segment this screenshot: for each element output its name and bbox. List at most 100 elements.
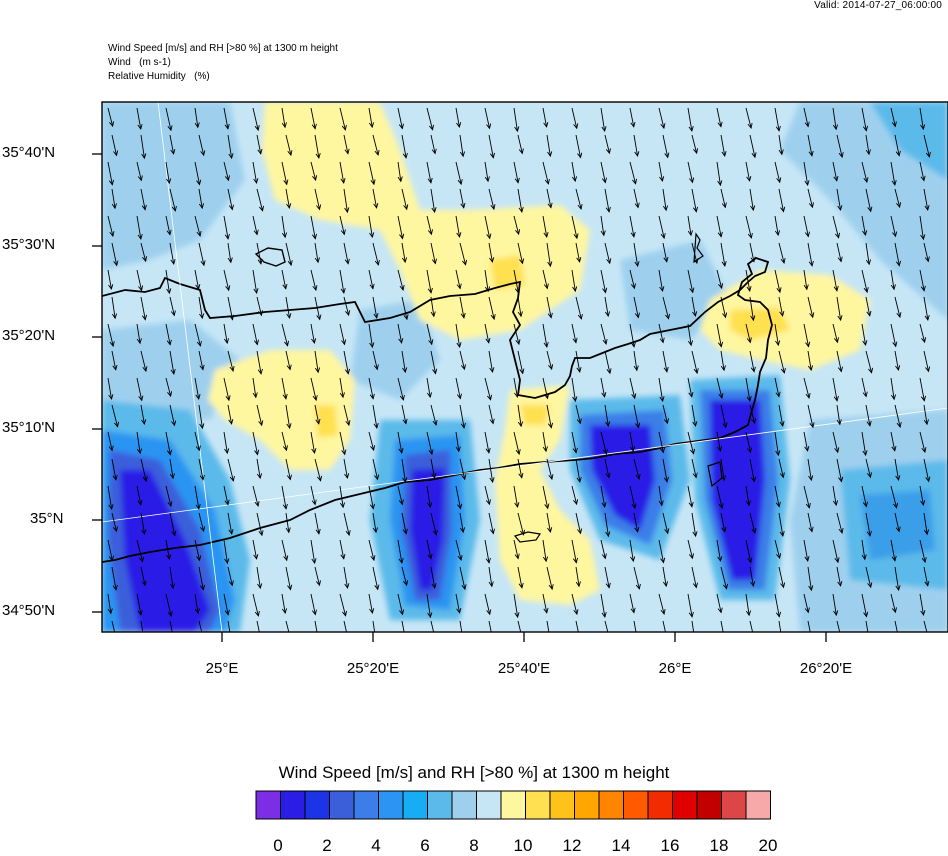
wind-arrow-head [662,205,669,212]
wind-arrow [774,323,779,346]
wind-arrow [687,593,693,617]
wind-arrow [285,296,290,319]
wind-arrow [368,431,375,451]
wind-arrow [484,485,490,505]
wind-arrow [339,431,346,455]
wind-arrow-head [659,176,665,183]
wind-arrow [575,620,579,632]
wind-arrow [513,593,519,618]
wind-arrow [658,539,664,563]
wind-arrow [778,512,784,537]
wind-arrow [401,512,407,534]
wind-arrow [401,242,406,263]
wind-arrow [426,215,432,235]
wind-arrow [890,107,896,127]
wind-arrow [687,431,695,454]
wind-arrow [890,593,896,613]
wind-arrow-head [861,554,867,561]
wind-arrow [894,458,899,481]
wind-arrow-head [403,314,409,321]
wind-arrow [861,377,867,397]
wind-arrow-head [485,447,491,454]
wind-arrow [194,323,201,347]
wind-arrow-head [398,558,404,564]
wind-arrow [720,566,728,589]
wind-arrow-head [285,527,291,534]
wind-arrow [662,134,669,158]
wind-arrow [107,107,114,127]
wind-arrow-head [141,314,148,321]
wind-arrow [343,566,348,589]
wind-arrow [861,539,866,560]
wind-arrow-head [340,229,346,236]
wind-arrow-head [893,502,899,509]
wind-arrow [252,323,258,345]
wind-arrow-head [663,476,669,483]
wind-arrow-head [170,369,176,375]
wind-arrow-head [895,585,901,592]
wind-arrow-head [311,558,317,565]
wind-arrow-head [868,367,874,374]
wind-arrow [256,404,263,426]
wind-arrow-head [316,314,322,321]
wind-arrow-head [166,178,172,185]
wind-arrow-head [576,256,582,263]
wind-arrow-head [833,285,839,292]
wind-arrow [459,512,464,533]
wind-arrow [571,215,578,239]
wind-arrow-head [544,503,550,510]
wind-arrow-head [689,287,695,294]
wind-arrow [865,458,871,478]
wind-arrow [198,296,203,319]
wind-arrow-head [456,232,462,239]
wind-arrow [832,431,839,453]
wind-arrow-head [891,607,897,614]
colorbar-swatch [647,790,673,820]
wind-arrow [256,620,260,632]
wind-arrow-head [373,637,377,642]
wind-arrow-head [547,312,553,319]
wind-arrow-head [198,203,205,210]
wind-arrow [140,620,144,632]
wind-arrow [430,620,435,632]
wind-arrow [687,323,692,346]
wind-arrow-head [517,421,524,428]
wind-arrow [401,350,406,373]
wind-arrow [252,539,258,559]
wind-arrow [745,107,752,129]
wind-arrow-head [751,152,757,159]
wind-arrow [865,404,871,426]
wind-arrow-head [895,260,902,267]
lat-label-1: 35°40'N [2,144,56,161]
wind-arrow [484,593,491,615]
colorbar-swatch [525,790,551,820]
wind-arrow-head [577,152,583,159]
wind-arrow-head [257,310,263,317]
wind-arrow [401,458,406,483]
wind-arrow-head [717,231,723,238]
wind-arrow [165,161,170,184]
wind-arrow [923,566,929,586]
wind-arrow [571,323,577,343]
wind-arrow [136,215,142,240]
wind-arrow [774,161,781,183]
lat-label-4: 35°10'N [2,419,56,436]
colorbar-swatch [353,790,379,820]
wind-arrow [662,242,668,262]
wind-arrow [401,620,405,632]
wind-arrow [252,377,257,398]
wind-arrow-head [455,446,461,453]
wind-arrow-head [344,583,350,590]
wind-arrow-head [925,366,931,373]
wind-arrow-head [688,391,694,398]
wind-arrow [281,593,286,614]
wind-arrow-head [606,368,612,375]
wind-arrow-head [340,553,346,560]
wind-arrow-head [634,526,640,533]
wind-arrow [165,593,172,617]
wind-arrow-head [548,474,554,481]
wind-arrow-head [253,339,259,346]
wind-arrow [165,215,171,235]
wind-arrow [745,161,751,181]
wind-arrow-head [635,637,639,642]
